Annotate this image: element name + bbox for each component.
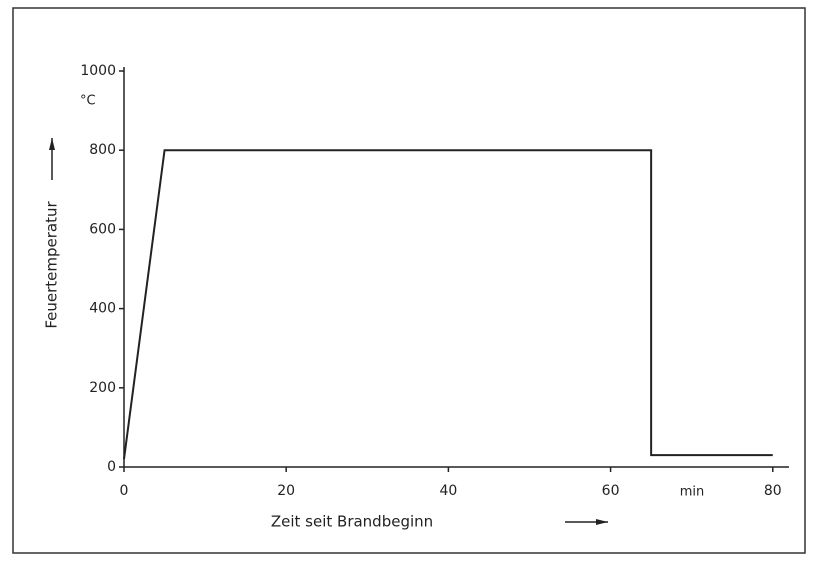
frame bbox=[12, 7, 806, 554]
x-unit: min bbox=[680, 485, 705, 500]
y-unit: °C bbox=[80, 94, 96, 109]
line-series bbox=[123, 149, 773, 460]
y-tick-label: 0 bbox=[107, 459, 116, 475]
y-tick-label: 800 bbox=[89, 142, 116, 158]
y-axis-label: Feuertemperatur bbox=[43, 201, 61, 329]
y-tick-label: 400 bbox=[89, 301, 116, 317]
y-tick-label: 600 bbox=[89, 221, 116, 237]
x-tick-label: 80 bbox=[764, 483, 782, 499]
y-arrow-head bbox=[49, 138, 55, 150]
y-tick-label: 1000 bbox=[80, 63, 116, 79]
x-axis-label: Zeit seit Brandbeginn bbox=[271, 513, 433, 531]
x-tick-label: 60 bbox=[602, 483, 620, 499]
y-tick-label: 200 bbox=[89, 380, 116, 396]
x-tick-label: 0 bbox=[120, 483, 129, 499]
x-arrow-head bbox=[596, 519, 608, 525]
x-tick-label: 20 bbox=[277, 483, 295, 499]
x-tick-label: 40 bbox=[439, 483, 457, 499]
